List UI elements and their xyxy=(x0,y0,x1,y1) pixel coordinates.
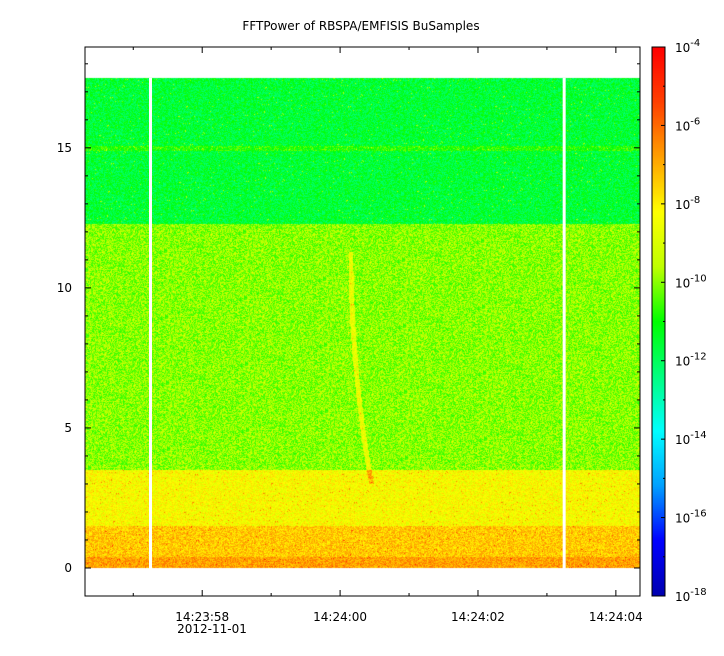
spectrogram-image xyxy=(85,47,640,596)
colorbar-gradient xyxy=(652,47,665,596)
y-tick-label: 5 xyxy=(64,421,72,435)
colorbar-tick-label: 10-10 xyxy=(675,273,707,290)
x-tick-label: 14:23:58 xyxy=(175,610,229,624)
colorbar: 10-4 10-6 10-8 10-10 10-12 10-14 10-16 10-18 xyxy=(651,38,707,604)
chart-title: FFTPower of RBSPA/EMFISIS BuSamples xyxy=(242,19,479,33)
y-tick-label: 10 xyxy=(57,281,72,295)
colorbar-tick-label: 10-18 xyxy=(675,587,707,604)
colorbar-tick-label: 10-6 xyxy=(675,116,700,133)
y-tick-label: 15 xyxy=(57,141,72,155)
x-tick-label: 14:24:00 xyxy=(313,610,367,624)
colorbar-tick-label: 10-14 xyxy=(675,430,707,447)
data-gap-1 xyxy=(148,77,152,569)
colorbar-tick-label: 10-8 xyxy=(675,195,700,212)
colorbar-tick-label: 10-12 xyxy=(675,352,707,369)
x-tick-label: 14:24:02 xyxy=(451,610,505,624)
colorbar-tick-label: 10-4 xyxy=(675,38,700,55)
plot-area xyxy=(84,46,641,597)
y-tick-label: 0 xyxy=(64,561,72,575)
x-tick-label: 14:24:04 xyxy=(589,610,643,624)
colorbar-tick-label: 10-16 xyxy=(675,509,707,526)
plot-frame xyxy=(84,46,641,597)
date-label: 2012-11-01 xyxy=(177,622,247,636)
data-gap-2 xyxy=(562,77,566,569)
x-axis: 14:23:58 14:24:00 14:24:02 14:24:04 xyxy=(132,47,643,624)
y-axis: 0 5 10 15 xyxy=(57,63,640,575)
